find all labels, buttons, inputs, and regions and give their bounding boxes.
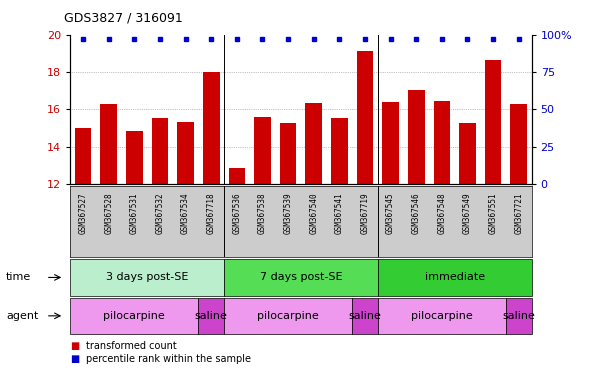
Text: GSM367528: GSM367528	[104, 192, 113, 233]
Bar	[70, 259, 224, 296]
Bar	[199, 298, 224, 334]
Bar	[378, 298, 506, 334]
Text: GSM367539: GSM367539	[284, 192, 293, 233]
Text: GSM367540: GSM367540	[309, 192, 318, 233]
Text: GSM367551: GSM367551	[489, 192, 497, 233]
Bar	[510, 104, 527, 184]
Text: agent: agent	[6, 311, 38, 321]
Bar	[224, 298, 352, 334]
Text: 7 days post-SE: 7 days post-SE	[260, 272, 342, 283]
Text: saline: saline	[348, 311, 381, 321]
Text: GSM367531: GSM367531	[130, 192, 139, 233]
Text: percentile rank within the sample: percentile rank within the sample	[86, 354, 251, 364]
Bar	[203, 72, 219, 184]
Text: pilocarpine: pilocarpine	[411, 311, 473, 321]
Text: time: time	[6, 272, 31, 283]
Text: GSM367718: GSM367718	[207, 192, 216, 233]
Bar	[229, 169, 245, 184]
Text: GSM367721: GSM367721	[514, 192, 523, 233]
Bar	[357, 51, 373, 184]
Bar	[331, 118, 348, 184]
Text: ■: ■	[70, 354, 79, 364]
Bar	[459, 122, 476, 184]
Bar	[382, 102, 399, 184]
Text: GSM367545: GSM367545	[386, 192, 395, 233]
Bar	[485, 60, 502, 184]
Bar	[224, 259, 378, 296]
Text: GSM367532: GSM367532	[155, 192, 164, 233]
Bar	[75, 128, 92, 184]
Bar	[280, 124, 296, 184]
Text: GSM367719: GSM367719	[360, 192, 370, 233]
Bar	[152, 118, 168, 184]
Text: GSM367548: GSM367548	[437, 192, 447, 233]
Text: 3 days post-SE: 3 days post-SE	[106, 272, 188, 283]
Bar	[378, 259, 532, 296]
Bar	[408, 90, 425, 184]
Bar	[70, 298, 199, 334]
Text: transformed count: transformed count	[86, 341, 177, 351]
Text: pilocarpine: pilocarpine	[257, 311, 319, 321]
Text: GSM367538: GSM367538	[258, 192, 267, 233]
Text: ■: ■	[70, 341, 79, 351]
Bar	[352, 298, 378, 334]
Text: GSM367549: GSM367549	[463, 192, 472, 233]
Text: saline: saline	[502, 311, 535, 321]
Text: immediate: immediate	[425, 272, 485, 283]
Text: GSM367534: GSM367534	[181, 192, 190, 233]
Text: GSM367527: GSM367527	[79, 192, 87, 233]
Bar	[506, 298, 532, 334]
Bar	[306, 103, 322, 184]
Text: GSM367546: GSM367546	[412, 192, 421, 233]
Text: GSM367541: GSM367541	[335, 192, 344, 233]
Bar	[254, 117, 271, 184]
Text: saline: saline	[195, 311, 228, 321]
Bar	[126, 131, 142, 184]
Bar	[100, 104, 117, 184]
Text: pilocarpine: pilocarpine	[103, 311, 165, 321]
Bar	[434, 101, 450, 184]
Bar	[177, 122, 194, 184]
Text: GSM367536: GSM367536	[232, 192, 241, 233]
Text: GDS3827 / 316091: GDS3827 / 316091	[64, 12, 183, 25]
